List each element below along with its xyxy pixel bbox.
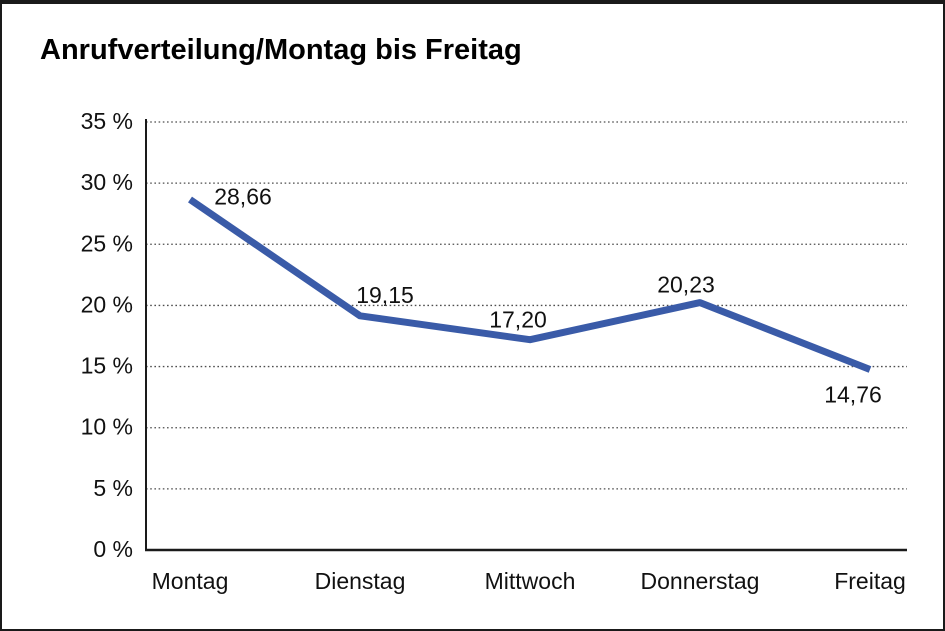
y-tick-label: 20 %	[81, 291, 133, 317]
y-tick-label: 30 %	[81, 169, 133, 195]
y-tick-label: 35 %	[81, 108, 133, 134]
data-label: 17,20	[489, 307, 547, 333]
x-category-label: Montag	[152, 568, 229, 594]
y-tick-label: 0 %	[93, 536, 133, 562]
x-category-label: Donnerstag	[641, 568, 760, 594]
x-category-label: Dienstag	[315, 568, 406, 594]
line-chart: 0 % 5 % 10 % 15 % 20 % 25 % 30 % 35 % Montag Dien…	[81, 108, 907, 594]
y-tick-label: 15 %	[81, 353, 133, 379]
y-tick-label: 25 %	[81, 230, 133, 256]
data-line	[188, 196, 872, 373]
y-tick-label: 10 %	[81, 414, 133, 440]
data-label: 20,23	[657, 272, 715, 298]
x-category-label: Freitag	[834, 568, 906, 594]
chart-title: Anrufverteilung/Montag bis Freitag	[40, 34, 522, 66]
y-tick-label: 5 %	[93, 475, 133, 501]
data-label: 28,66	[214, 184, 272, 210]
data-label: 14,76	[824, 382, 882, 408]
data-label: 19,15	[356, 282, 414, 308]
x-category-label: Mittwoch	[485, 568, 576, 594]
